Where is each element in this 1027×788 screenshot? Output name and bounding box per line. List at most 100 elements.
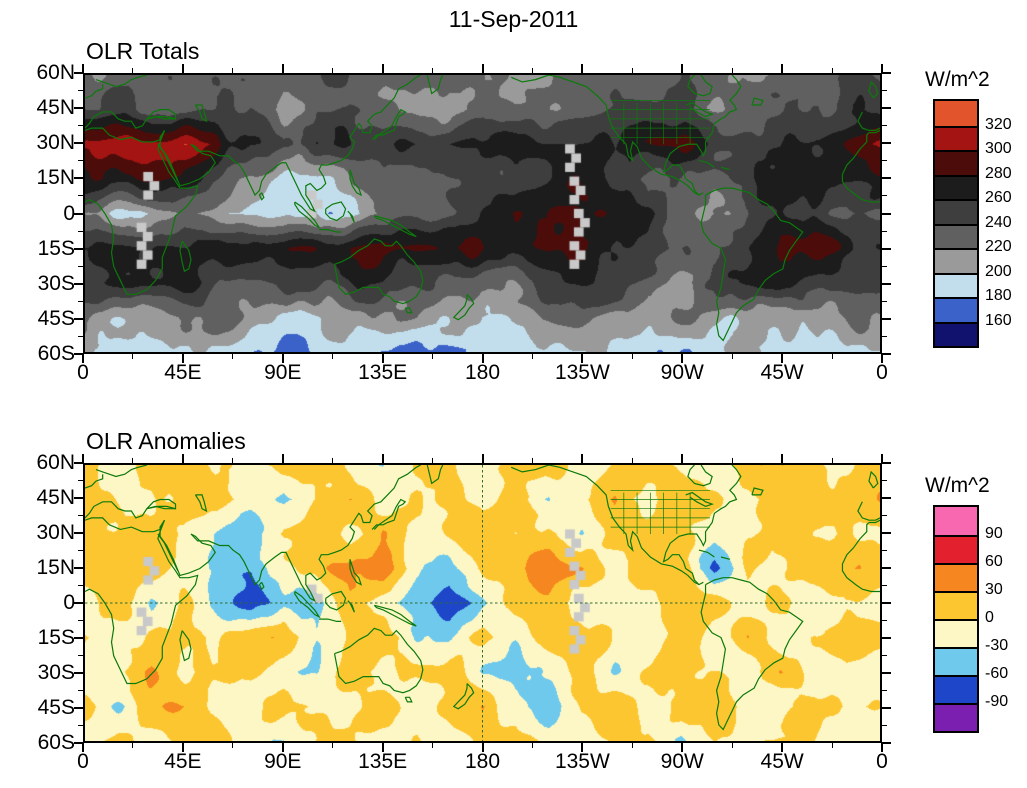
axis-tick (731, 68, 733, 73)
axis-tick (432, 68, 434, 73)
colorbar-cell (935, 675, 977, 703)
axis-tick (882, 353, 891, 355)
y-axis-label: 60N (36, 451, 75, 474)
axis-tick (882, 195, 887, 197)
axis-tick (82, 64, 84, 73)
y-axis-label: 45N (36, 486, 75, 509)
axis-tick (882, 282, 891, 285)
axis-tick (831, 68, 833, 73)
axis-tick (74, 212, 83, 215)
axis-tick (882, 72, 891, 74)
y-axis-label: 15N (36, 166, 75, 190)
axis-tick (881, 64, 883, 73)
axis-tick (332, 354, 334, 359)
axis-tick (78, 300, 83, 302)
axis-tick (882, 317, 891, 320)
axis-tick (882, 212, 891, 215)
olr-totals-coastlines-overlay (85, 75, 880, 352)
x-axis-label: 135W (554, 750, 610, 773)
axis-tick (74, 637, 83, 639)
colorbar-tick-label: 240 (985, 213, 1012, 231)
colorbar-tick-label: 60 (985, 553, 1003, 570)
axis-tick (74, 532, 83, 534)
axis-tick (332, 458, 334, 463)
axis-tick (232, 458, 234, 463)
x-axis-label: 90E (264, 750, 302, 773)
axis-tick (882, 620, 887, 621)
axis-tick (681, 354, 684, 363)
axis-tick (882, 550, 887, 551)
axis-tick (132, 743, 134, 748)
axis-tick (132, 458, 134, 463)
x-axis-label: 45E (164, 361, 202, 384)
colorbar-tick-label: 30 (985, 581, 1003, 598)
axis-tick (531, 354, 533, 359)
axis-tick (232, 68, 234, 73)
colorbar-tick-label: -60 (985, 665, 1009, 682)
axis-tick (882, 125, 887, 127)
colorbar-tick-label: 280 (985, 164, 1012, 182)
axis-tick (74, 72, 83, 74)
axis-tick (74, 742, 83, 744)
axis-tick (74, 107, 83, 110)
colorbar-cell (935, 125, 977, 150)
axis-tick (882, 532, 891, 534)
axis-tick (581, 454, 584, 463)
axis-tick (281, 743, 284, 752)
axis-tick (74, 247, 83, 250)
x-axis-label: 0 (77, 750, 89, 773)
axis-tick (882, 90, 887, 92)
axis-tick (381, 454, 384, 463)
y-axis-label: 60S (37, 731, 75, 754)
axis-tick (631, 68, 633, 73)
x-axis-label: 90E (264, 361, 302, 384)
axis-tick (882, 142, 891, 145)
colorbar-tick-label: 220 (985, 238, 1012, 255)
axis-tick (882, 690, 887, 691)
axis-tick (74, 353, 83, 355)
colorbar-tick-label: -30 (985, 637, 1009, 654)
axis-tick (82, 743, 84, 752)
axis-tick (831, 354, 833, 359)
axis-tick (74, 142, 83, 145)
axis-tick (78, 160, 83, 162)
axis-tick (531, 68, 533, 73)
axis-tick (681, 454, 684, 463)
axis-tick (781, 64, 784, 73)
axis-tick (481, 64, 484, 73)
axis-tick (831, 743, 833, 748)
axis-tick (781, 743, 784, 752)
axis-tick (882, 107, 891, 110)
axis-tick (882, 497, 891, 499)
colorbar-tick-label: 0 (985, 609, 994, 626)
axis-tick (882, 247, 891, 250)
y-axis-label: 45S (37, 696, 75, 719)
colorbar-olr-anomalies (933, 505, 979, 733)
axis-tick (882, 265, 887, 267)
colorbar-cell (935, 591, 977, 619)
axis-tick (82, 354, 84, 363)
axis-tick (631, 458, 633, 463)
axis-tick (78, 585, 83, 586)
axis-tick (531, 743, 533, 748)
axis-tick (232, 354, 234, 359)
axis-tick (882, 725, 887, 726)
colorbar-cell (935, 507, 977, 535)
axis-tick (181, 743, 184, 752)
axis-tick (381, 64, 384, 73)
axis-tick (78, 480, 83, 481)
axis-tick (882, 672, 891, 674)
axis-tick (74, 177, 83, 180)
figure-title: 11-Sep-2011 (448, 6, 579, 32)
colorbar-tick-label: 260 (985, 189, 1012, 206)
y-axis-label: 60N (36, 61, 75, 84)
axis-tick (882, 602, 891, 604)
axis-tick (882, 707, 891, 709)
axis-tick (781, 354, 784, 363)
axis-tick (481, 743, 484, 752)
axis-tick (882, 637, 891, 639)
axis-tick (281, 354, 284, 363)
colorbar-cell (935, 174, 977, 199)
axis-tick (181, 64, 184, 73)
colorbar-tick-label: 320 (985, 115, 1012, 133)
